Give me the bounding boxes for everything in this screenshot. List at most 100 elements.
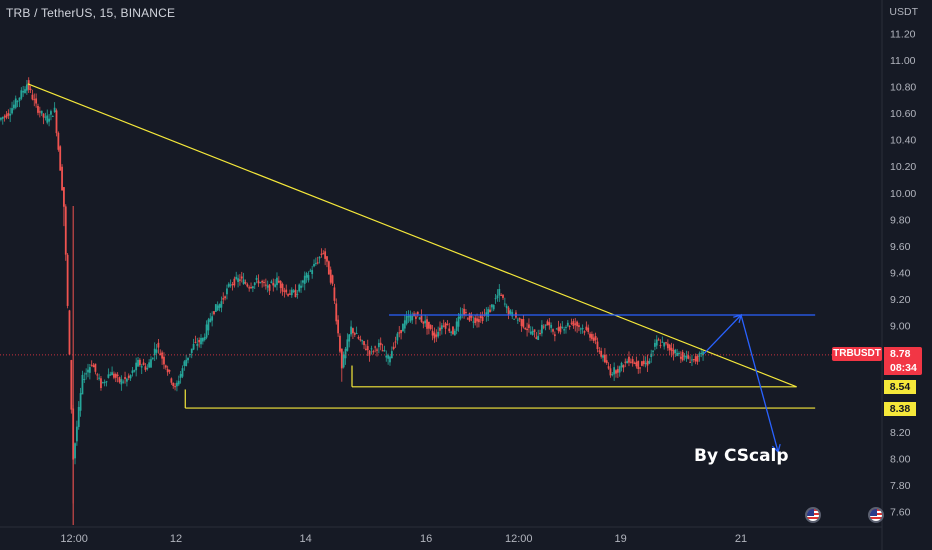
candle-body <box>502 294 504 298</box>
candle-body <box>240 276 243 279</box>
candle-body <box>602 355 604 358</box>
y-tick-label: 9.00 <box>890 321 911 333</box>
candle-body <box>648 361 651 364</box>
candle-body <box>87 369 89 373</box>
candle-body <box>687 355 690 359</box>
candle-body <box>485 312 488 316</box>
level-badge-upper: 8.54 <box>884 380 916 394</box>
candle-body <box>672 349 675 355</box>
candle-body <box>442 325 445 327</box>
candle-body <box>702 351 704 356</box>
candle-body <box>528 324 530 328</box>
candle-body <box>440 325 443 330</box>
candle-body <box>109 374 112 376</box>
candle-body <box>465 312 467 314</box>
candle-body <box>5 114 8 118</box>
candle-body <box>389 356 391 363</box>
candle-body <box>561 326 564 328</box>
candle-body <box>140 366 143 368</box>
candle-body <box>90 364 93 366</box>
candle-body <box>279 281 282 288</box>
candle-body <box>331 275 334 284</box>
candle-body <box>381 350 384 352</box>
candle-body <box>622 365 625 368</box>
candle-body <box>135 362 138 371</box>
candle-body <box>113 373 115 378</box>
y-tick-label: 9.40 <box>890 268 911 280</box>
candle-body <box>209 318 212 322</box>
y-tick-label: 8.00 <box>890 454 911 466</box>
candle-body <box>220 301 223 308</box>
candle-body <box>496 295 499 299</box>
x-tick-label: 16 <box>420 533 432 545</box>
candle-body <box>418 317 421 320</box>
candle-body <box>540 324 543 334</box>
candle-body <box>276 277 278 286</box>
y-tick-label: 10.00 <box>890 188 916 200</box>
candle-body <box>409 315 412 322</box>
candle-body <box>650 353 653 358</box>
candle-body <box>120 379 123 385</box>
candle-body <box>88 367 91 373</box>
candle-body <box>20 90 23 99</box>
candle-body <box>48 118 50 122</box>
candle-body <box>429 325 432 329</box>
candle-body <box>678 352 680 354</box>
candle-body <box>201 337 204 342</box>
candle-body <box>50 111 52 115</box>
candle-body <box>655 339 658 346</box>
candle-body <box>303 275 306 284</box>
candle-body <box>148 362 151 368</box>
candle-body <box>546 321 549 326</box>
candle-body <box>628 356 630 363</box>
candle-body <box>211 316 214 321</box>
candle-body <box>591 334 593 340</box>
candle-body <box>146 368 149 370</box>
candle-body <box>7 112 10 116</box>
candle-body <box>490 304 493 308</box>
candle-body <box>579 328 582 330</box>
candle-body <box>309 270 312 272</box>
candle-body <box>644 362 647 364</box>
candle-body <box>400 330 402 334</box>
candle-body <box>559 326 562 333</box>
candle-body <box>481 316 484 322</box>
candle-body <box>548 322 551 326</box>
candle-body <box>603 354 606 363</box>
candle-body <box>372 351 375 353</box>
candle-body <box>161 352 164 359</box>
candle-body <box>151 357 154 359</box>
candle-body <box>444 323 447 329</box>
candle-body <box>542 326 545 328</box>
candle-body <box>314 262 317 264</box>
candle-body <box>435 334 438 337</box>
forecast-path <box>703 313 779 453</box>
candle-body <box>168 370 171 372</box>
candle-body <box>492 305 495 310</box>
candle-body <box>77 406 80 427</box>
candle-body <box>196 343 199 346</box>
candle-body <box>318 256 321 259</box>
candle-body <box>213 311 215 315</box>
candle-body <box>407 316 410 318</box>
candle-body <box>194 341 197 343</box>
candle-body <box>616 369 619 373</box>
candle-body <box>298 284 301 292</box>
candle-body <box>3 116 6 118</box>
candle-body <box>615 370 617 374</box>
candle-body <box>305 273 308 278</box>
candle-body <box>637 360 640 370</box>
candle-body <box>92 365 95 368</box>
last-price-badge: 8.78 08:34 <box>884 347 922 375</box>
candle-body <box>555 328 558 330</box>
candle-body <box>79 393 82 411</box>
candle-body <box>313 263 315 267</box>
candle-body <box>339 335 341 352</box>
us-flag-icon[interactable] <box>805 507 821 523</box>
us-flag-icon[interactable] <box>868 507 884 523</box>
candle-body <box>498 288 501 296</box>
candle-body <box>398 332 401 334</box>
candle-body <box>192 343 195 350</box>
